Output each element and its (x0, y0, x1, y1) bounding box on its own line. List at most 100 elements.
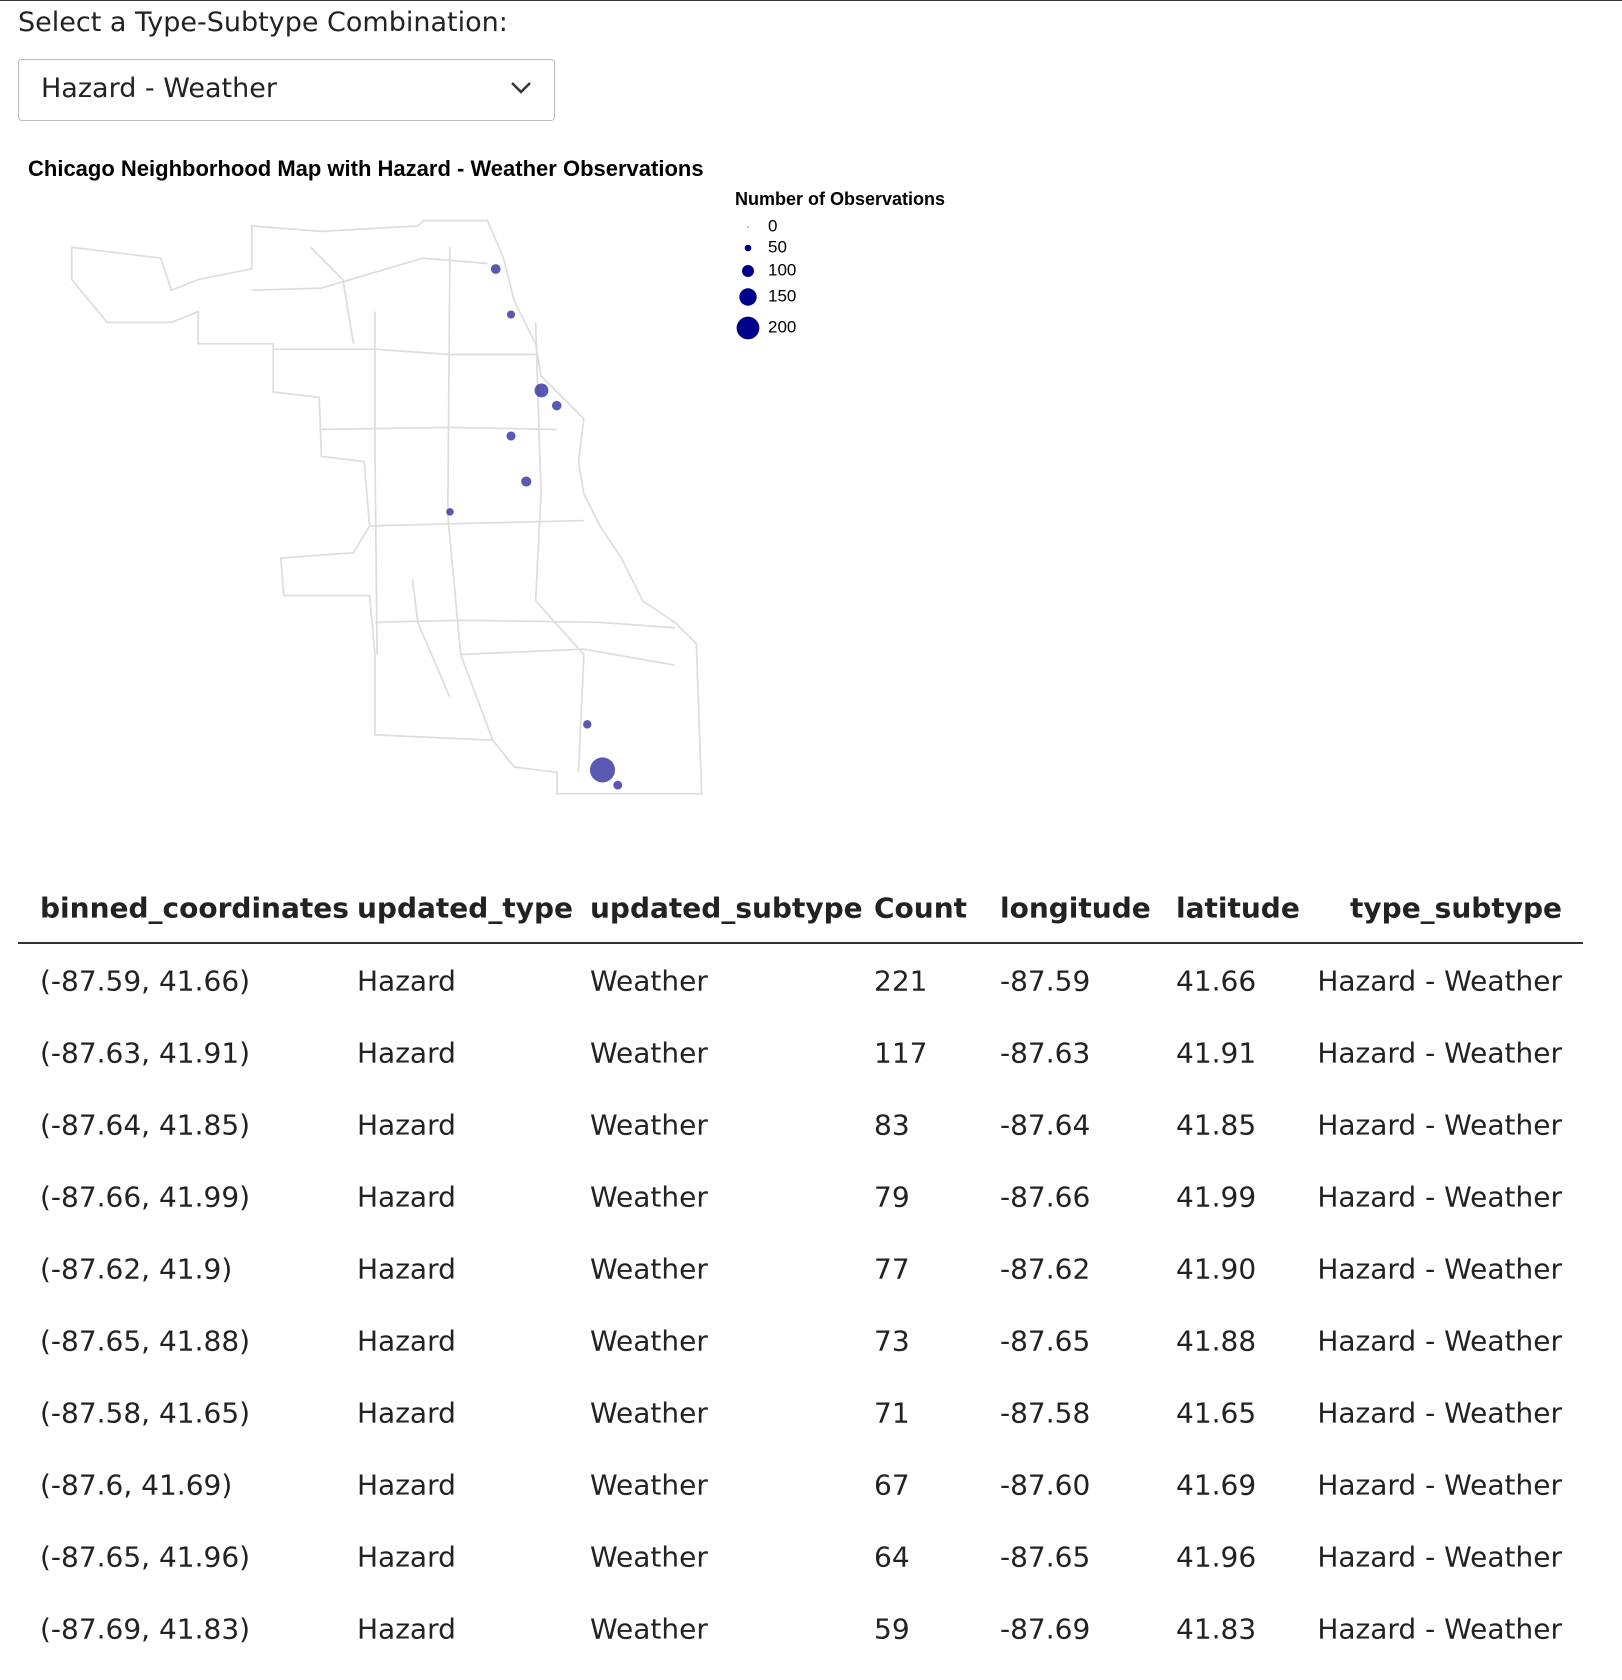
table-cell: 67 (874, 1468, 910, 1502)
table-cell: Weather (590, 1180, 708, 1214)
table-cell: Hazard (357, 1108, 456, 1142)
table-cell: Weather (590, 1108, 708, 1142)
table-cell: 41.88 (1176, 1324, 1257, 1358)
table-cell: -87.69 (1000, 1612, 1091, 1646)
table-cell: Weather (590, 1612, 708, 1646)
column-header: type_subtype (1350, 891, 1562, 925)
table-cell: Hazard (357, 1180, 456, 1214)
table-cell: 41.99 (1176, 1180, 1257, 1214)
select-label: Select a Type-Subtype Combination: (18, 7, 508, 38)
table-cell: Hazard - Weather (1317, 1612, 1562, 1646)
table-cell: Hazard (357, 1396, 456, 1430)
legend-size-marker (742, 265, 754, 277)
table-cell: 41.91 (1176, 1036, 1257, 1070)
chart-title: Chicago Neighborhood Map with Hazard - W… (28, 156, 704, 181)
table-cell: Hazard (357, 1324, 456, 1358)
table-cell: 79 (874, 1180, 910, 1214)
table-cell: (-87.63, 41.91) (40, 1036, 251, 1070)
table-cell: 117 (874, 1036, 928, 1070)
observation-point (490, 264, 501, 274)
table-cell: Hazard (357, 1612, 456, 1646)
observation-point (583, 720, 592, 729)
table-cell: 41.85 (1176, 1108, 1257, 1142)
table-cell: -87.59 (1000, 964, 1091, 998)
table-cell: Weather (590, 1468, 708, 1502)
column-header: Count (874, 891, 968, 925)
data-table: binned_coordinates updated_type updated_su… (18, 1, 1583, 1680)
column-header: updated_subtype (590, 891, 863, 925)
column-header: latitude (1176, 891, 1300, 925)
table-cell: Weather (590, 1252, 708, 1286)
table-cell: Hazard (357, 1540, 456, 1574)
table-cell: (-87.58, 41.65) (40, 1396, 251, 1430)
observation-point (446, 508, 454, 516)
table-cell: Weather (590, 1540, 708, 1574)
table-cell: Weather (590, 1036, 708, 1070)
table-cell: 64 (874, 1540, 910, 1574)
table-cell: (-87.65, 41.96) (40, 1540, 251, 1574)
observation-point (506, 310, 516, 319)
table-cell: -87.58 (1000, 1396, 1091, 1430)
observation-point (534, 383, 549, 398)
table-cell: -87.66 (1000, 1180, 1091, 1214)
table-cell: 41.66 (1176, 964, 1257, 998)
dropdown-chevron (511, 82, 531, 94)
table-cell: Hazard - Weather (1317, 964, 1562, 998)
table-cell: 41.69 (1176, 1468, 1257, 1502)
table-cell: (-87.62, 41.9) (40, 1252, 233, 1286)
neighborhood-boundaries (70, 219, 703, 795)
table-cell: -87.65 (1000, 1324, 1091, 1358)
legend-size-marker (736, 316, 760, 340)
table-cell: Hazard - Weather (1317, 1396, 1562, 1430)
table-cell: Weather (590, 1324, 708, 1358)
table-cell: Hazard (357, 1468, 456, 1502)
map-chart: Chicago Neighborhood Map with Hazard - W… (28, 156, 945, 795)
table-cell: 77 (874, 1252, 910, 1286)
table-cell: 221 (874, 964, 928, 998)
table-cell: 41.96 (1176, 1540, 1257, 1574)
table-cell: 83 (874, 1108, 910, 1142)
table-cell: Hazard (357, 1036, 456, 1070)
table-cell: -87.63 (1000, 1036, 1091, 1070)
table-cell: 73 (874, 1324, 910, 1358)
legend-size-marker (739, 288, 757, 306)
legend-size-label: 150 (768, 286, 796, 305)
observation-point (521, 476, 532, 487)
table-cell: 59 (874, 1612, 910, 1646)
table-cell: -87.65 (1000, 1540, 1091, 1574)
legend-size-marker (747, 226, 749, 228)
column-header: binned_coordinates (40, 891, 349, 925)
table-cell: 41.90 (1176, 1252, 1257, 1286)
table-cell: Hazard - Weather (1317, 1252, 1562, 1286)
table-cell: Hazard (357, 1252, 456, 1286)
observation-point (506, 431, 516, 441)
table-cell: 71 (874, 1396, 910, 1430)
table-cell: Hazard - Weather (1317, 1180, 1562, 1214)
table-cell: Weather (590, 964, 708, 998)
legend-size-marker (744, 244, 752, 252)
column-header: updated_type (357, 891, 574, 925)
legend-size-label: 50 (768, 237, 787, 256)
table-cell: (-87.6, 41.69) (40, 1468, 233, 1502)
observation-point (613, 780, 623, 790)
table-cell: Hazard - Weather (1317, 1036, 1562, 1070)
table-cell: Hazard - Weather (1317, 1468, 1562, 1502)
column-header: longitude (1000, 891, 1151, 925)
table-cell: (-87.69, 41.83) (40, 1612, 251, 1646)
observation-point (551, 400, 562, 411)
legend-size-label: 200 (768, 317, 796, 336)
table-cell: (-87.59, 41.66) (40, 964, 251, 998)
table-cell: (-87.66, 41.99) (40, 1180, 251, 1214)
table-cell: Hazard (357, 964, 456, 998)
table-cell: -87.64 (1000, 1108, 1091, 1142)
table-cell: (-87.65, 41.88) (40, 1324, 251, 1358)
table-cell: Weather (590, 1396, 708, 1430)
table-cell: Hazard - Weather (1317, 1540, 1562, 1574)
type-subtype-dropdown[interactable]: Hazard - Weather (18, 59, 555, 121)
dropdown-value: Hazard - Weather (41, 73, 277, 104)
table-cell: 41.65 (1176, 1396, 1257, 1430)
table-cell: -87.62 (1000, 1252, 1091, 1286)
header-rule (18, 942, 1583, 944)
table-cell: -87.60 (1000, 1468, 1091, 1502)
